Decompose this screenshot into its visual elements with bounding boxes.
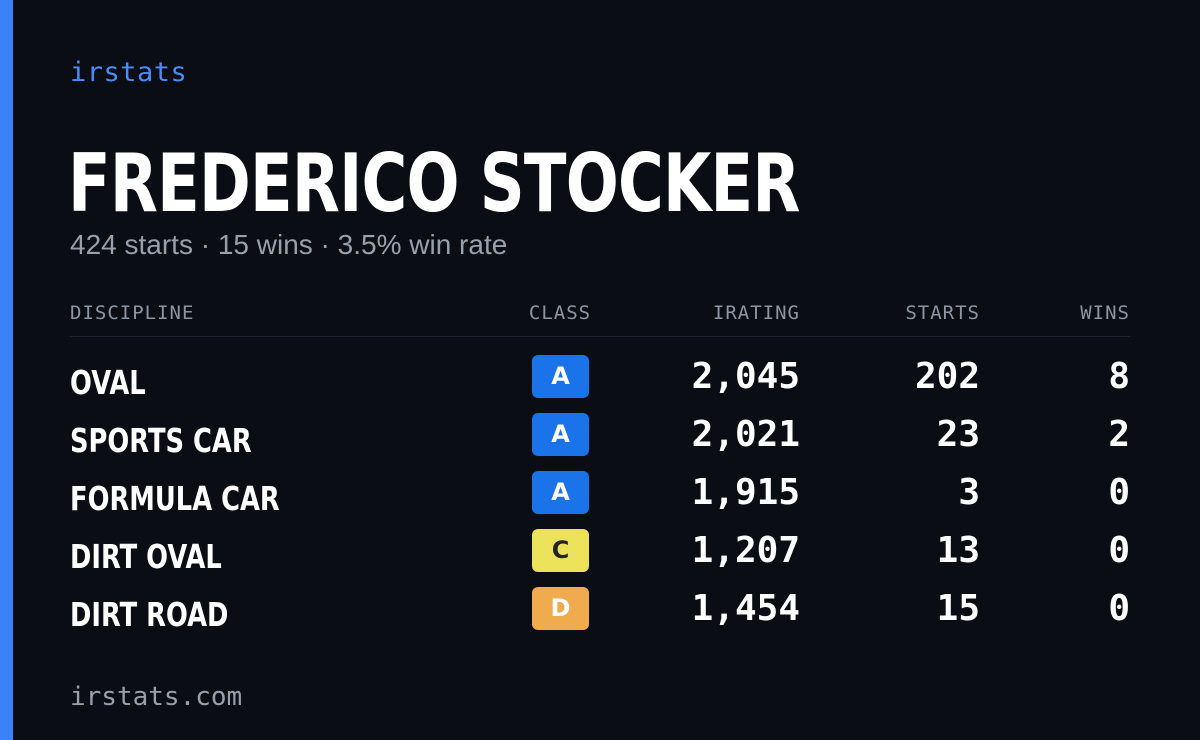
footer-url[interactable]: irstats.com [70, 682, 243, 712]
wins-value: 2 [1108, 414, 1130, 455]
wins-value: 0 [1108, 588, 1130, 629]
table-row: DIRT OVAL C 1,207 13 0 [70, 527, 1130, 585]
starts-value: 13 [936, 530, 980, 571]
table-row: SPORTS CAR A 2,021 23 2 [70, 411, 1130, 469]
starts-value: 3 [958, 472, 980, 513]
class-badge: A [532, 413, 589, 456]
starts-value: 23 [936, 414, 980, 455]
driver-name: FREDERICO STOCKER [68, 137, 800, 230]
table-row: DIRT ROAD D 1,454 15 0 [70, 585, 1130, 643]
wins-value: 0 [1108, 472, 1130, 513]
header-wins: WINS [1080, 302, 1130, 324]
driver-summary: 424 starts · 15 wins · 3.5% win rate [70, 229, 508, 260]
wins-value: 8 [1108, 356, 1130, 397]
header-irating: IRATING [712, 302, 800, 324]
discipline-label: FORMULA CAR [70, 479, 280, 518]
class-badge: A [532, 355, 589, 398]
irating-value: 2,045 [691, 356, 800, 397]
class-badge: A [532, 471, 589, 514]
table-row: FORMULA CAR A 1,915 3 0 [70, 469, 1130, 527]
class-badge: C [532, 529, 589, 572]
header-starts: STARTS [905, 302, 980, 324]
starts-value: 202 [914, 356, 980, 397]
starts-value: 15 [936, 588, 980, 629]
brand-logo: irstats [70, 57, 188, 88]
table-body: OVAL A 2,045 202 8 SPORTS CAR A 2,021 23… [70, 353, 1130, 643]
header-class: CLASS [528, 302, 592, 324]
discipline-label: OVAL [70, 363, 146, 402]
irating-value: 1,454 [691, 588, 800, 629]
class-badge: D [532, 587, 589, 630]
irating-value: 1,207 [691, 530, 800, 571]
irating-value: 1,915 [691, 472, 800, 513]
discipline-label: SPORTS CAR [70, 421, 252, 460]
discipline-label: DIRT OVAL [70, 537, 222, 576]
wins-value: 0 [1108, 530, 1130, 571]
accent-bar [0, 0, 13, 740]
header-discipline: DISCIPLINE [70, 302, 195, 324]
irating-value: 2,021 [691, 414, 800, 455]
table-row: OVAL A 2,045 202 8 [70, 353, 1130, 411]
stats-table: DISCIPLINE CLASS IRATING STARTS WINS OVA… [70, 296, 1130, 643]
table-header: DISCIPLINE CLASS IRATING STARTS WINS [70, 296, 1130, 337]
discipline-label: DIRT ROAD [70, 595, 229, 634]
